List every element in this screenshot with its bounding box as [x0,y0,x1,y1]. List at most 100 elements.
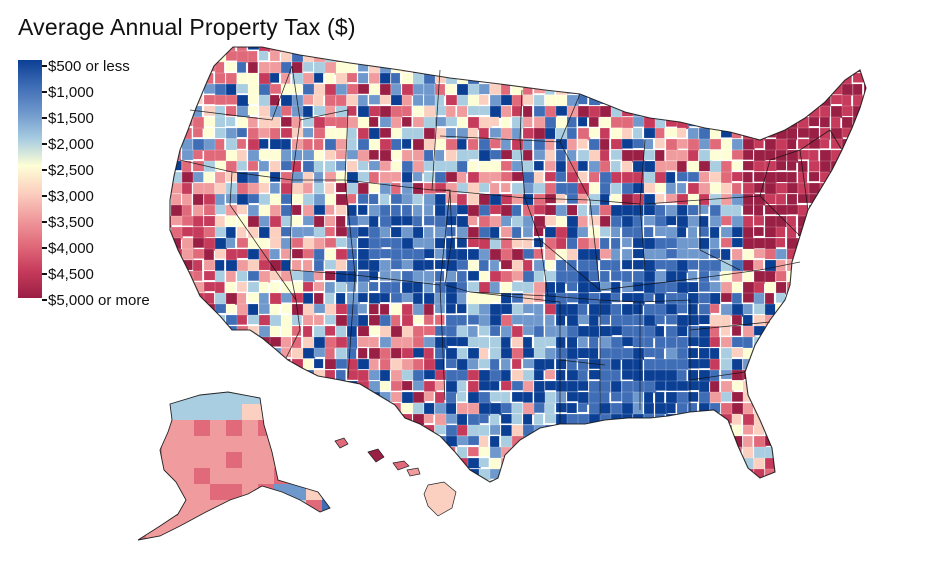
county-cell [875,403,886,413]
county-cell [666,469,679,482]
county-cell [721,117,731,127]
county-cell [413,95,423,106]
county-cell [512,458,522,469]
county-cell [325,249,336,261]
county-cell [336,271,349,284]
county-cell [446,326,457,337]
county-cell [391,62,404,73]
county-cell [732,458,743,471]
county-cell [259,370,270,382]
county-cell [248,304,258,316]
county-cell [281,172,292,184]
county-cell [842,304,852,315]
county-cell [655,62,665,71]
county-cell [193,40,203,53]
county-cell [380,359,390,371]
county-cell [699,62,711,73]
county-cell [545,315,555,328]
county-cell [325,370,335,381]
county-cell [468,238,481,247]
county-cell [292,315,302,325]
county-cell [853,436,863,447]
county-cell [435,370,446,380]
county-cell [457,51,468,60]
borough-cell [130,532,147,549]
county-cell [501,414,512,424]
county-cell [611,271,622,281]
county-cell [325,381,335,391]
county-cell [600,469,610,479]
county-cell [688,304,698,315]
county-cell [765,95,774,106]
county-cell [435,84,445,96]
county-cell [325,282,335,294]
county-cell [699,106,709,117]
county-cell [457,150,470,161]
county-cell [435,172,448,183]
county-cell [688,249,700,259]
county-cell [611,425,622,435]
county-cell [413,480,426,493]
county-cell [402,238,414,249]
county-cell [776,359,786,371]
county-cell [765,480,778,490]
county-cell [699,304,711,315]
county-cell [314,128,326,138]
county-cell [798,337,811,346]
county-cell [303,469,313,479]
county-cell [798,282,809,293]
county-cell [754,40,765,52]
county-cell [809,392,821,402]
county-cell [798,62,808,73]
county-cell [435,51,445,63]
county-cell [666,425,675,437]
county-cell [677,447,689,459]
county-cell [160,392,170,405]
county-cell [270,161,280,174]
county-cell [314,183,324,194]
county-cell [655,161,666,173]
borough-cell [178,468,195,485]
county-cell [281,84,292,96]
county-cell [204,260,215,270]
county-cell [369,172,379,184]
county-cell [688,282,698,292]
county-cell [743,73,755,82]
county-cell [732,161,742,170]
county-cell [501,326,512,338]
county-cell [501,139,511,151]
county-cell [633,447,645,458]
county-cell [633,458,642,468]
county-cell [809,249,821,259]
county-cell [281,161,294,170]
county-cell [358,106,370,117]
county-cell [402,447,412,459]
county-cell [853,337,864,347]
county-cell [853,205,864,216]
county-cell [380,436,392,446]
county-cell [391,392,404,402]
county-cell [369,194,378,204]
county-cell [270,216,282,228]
county-cell [732,95,743,105]
county-cell [358,227,369,237]
county-cell [160,480,173,493]
county-cell [424,359,436,371]
county-cell [556,150,566,162]
county-cell [435,95,444,107]
county-cell [831,403,844,414]
county-cell [611,62,622,71]
county-cell [776,403,786,416]
county-cell [820,414,832,427]
county-cell [490,381,499,391]
county-cell [523,227,533,237]
county-cell [347,458,357,470]
county-cell [721,326,730,336]
county-cell [413,326,424,337]
county-cell [831,238,840,247]
county-cell [457,128,468,140]
county-cell [820,293,831,304]
county-cell [391,293,403,303]
county-cell [248,51,257,63]
county-cell [270,117,280,128]
